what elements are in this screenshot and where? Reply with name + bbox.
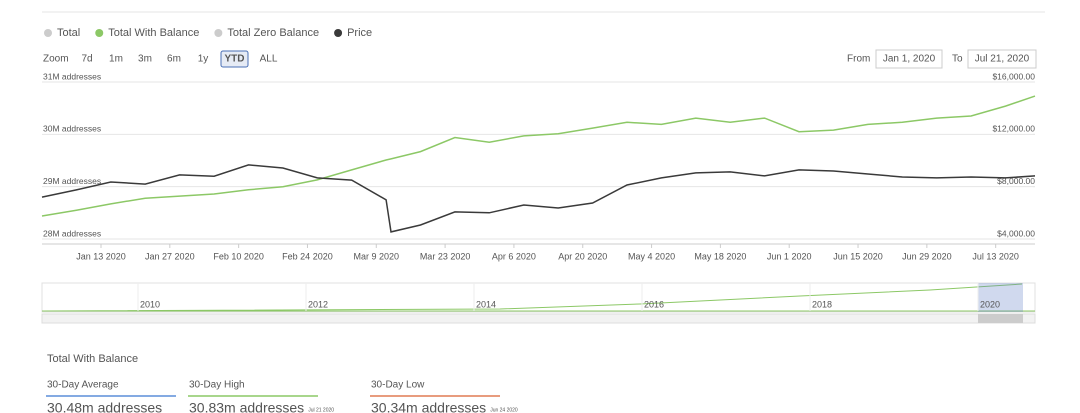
zoom-button[interactable] <box>105 51 127 67</box>
series-line <box>41 164 1036 233</box>
y-tick-label: 28M addresses <box>43 228 101 238</box>
zoom-label: Zoom <box>43 54 69 65</box>
x-tick-label: Apr 6 2020 <box>492 251 536 261</box>
stat-label: 30-Day High <box>189 380 245 391</box>
zoom-button[interactable] <box>192 51 214 67</box>
x-tick-label: Mar 23 2020 <box>420 251 471 261</box>
legend-marker[interactable] <box>334 29 343 37</box>
x-tick-label: Jul 13 2020 <box>972 251 1019 261</box>
x-tick-label: Mar 9 2020 <box>354 251 400 261</box>
stats-title: Total With Balance <box>47 353 138 365</box>
zoom-button[interactable] <box>134 51 156 67</box>
navigator-year: 2018 <box>812 299 832 309</box>
y-tick-label: 30M addresses <box>43 124 101 134</box>
legend-label[interactable]: Total With Balance <box>108 27 199 39</box>
from-value[interactable]: Jan 1, 2020 <box>883 54 936 65</box>
from-label: From <box>847 54 870 65</box>
zoom-button[interactable] <box>255 51 282 67</box>
stat-label: 30-Day Average <box>47 380 119 391</box>
y2-tick-label: $12,000.00 <box>992 124 1035 134</box>
stat-value: 30.34m addresses <box>371 400 486 413</box>
series-line <box>41 95 1036 217</box>
navigator-year: 2012 <box>308 299 328 309</box>
stat-value: 30.48m addresses <box>47 400 162 413</box>
navigator-year: 2020 <box>980 299 1000 309</box>
navigator-series <box>41 283 1023 312</box>
zoom-button[interactable] <box>76 51 98 67</box>
legend-marker[interactable] <box>95 29 104 37</box>
from-input[interactable] <box>875 49 943 69</box>
to-label: To <box>952 54 963 65</box>
legend-marker[interactable] <box>214 29 223 37</box>
zoom-button-label[interactable]: YTD <box>225 54 245 65</box>
y2-tick-label: $4,000.00 <box>997 228 1035 238</box>
scrollbar-thumb[interactable] <box>978 314 1023 323</box>
x-tick-label: Feb 24 2020 <box>282 251 333 261</box>
zoom-button[interactable] <box>220 50 249 68</box>
to-input[interactable] <box>967 49 1037 69</box>
scrollbar[interactable] <box>41 313 1036 324</box>
zoom-button-label[interactable]: 6m <box>167 54 181 65</box>
to-value[interactable]: Jul 21, 2020 <box>975 54 1030 65</box>
x-tick-label: May 4 2020 <box>628 251 675 261</box>
x-tick-label: May 18 2020 <box>694 251 746 261</box>
y-tick-label: 29M addresses <box>43 176 101 186</box>
x-tick-label: Jun 15 2020 <box>833 251 883 261</box>
y2-tick-label: $16,000.00 <box>992 71 1035 81</box>
navigator-year: 2014 <box>476 299 496 309</box>
legend-label[interactable]: Total <box>57 27 80 39</box>
zoom-button-label[interactable]: ALL <box>260 54 278 65</box>
x-tick-label: Jan 27 2020 <box>145 251 195 261</box>
x-tick-label: Jan 13 2020 <box>76 251 126 261</box>
x-tick-label: Jun 29 2020 <box>902 251 952 261</box>
navigator <box>41 282 1036 313</box>
zoom-button-label[interactable]: 3m <box>138 54 152 65</box>
navigator-window[interactable] <box>978 283 1023 312</box>
legend-label[interactable]: Total Zero Balance <box>227 27 319 39</box>
stat-label: 30-Day Low <box>371 380 425 391</box>
x-tick-label: Apr 20 2020 <box>558 251 607 261</box>
x-tick-label: Jun 1 2020 <box>767 251 812 261</box>
stat-date: Jun 24 2020 <box>490 407 518 413</box>
y-tick-label: 31M addresses <box>43 71 101 81</box>
stat-date: Jul 21 2020 <box>308 407 334 413</box>
zoom-button-label[interactable]: 1m <box>109 54 123 65</box>
y2-tick-label: $8,000.00 <box>997 176 1035 186</box>
navigator-year: 2010 <box>140 299 160 309</box>
zoom-button-label[interactable]: 1y <box>198 54 209 65</box>
zoom-button-label[interactable]: 7d <box>81 54 92 65</box>
stat-value: 30.83m addresses <box>189 400 304 413</box>
legend-label[interactable]: Price <box>347 27 372 39</box>
x-tick-label: Feb 10 2020 <box>213 251 264 261</box>
zoom-button[interactable] <box>163 51 185 67</box>
navigator-year: 2016 <box>644 299 664 309</box>
legend-marker[interactable] <box>44 29 52 37</box>
